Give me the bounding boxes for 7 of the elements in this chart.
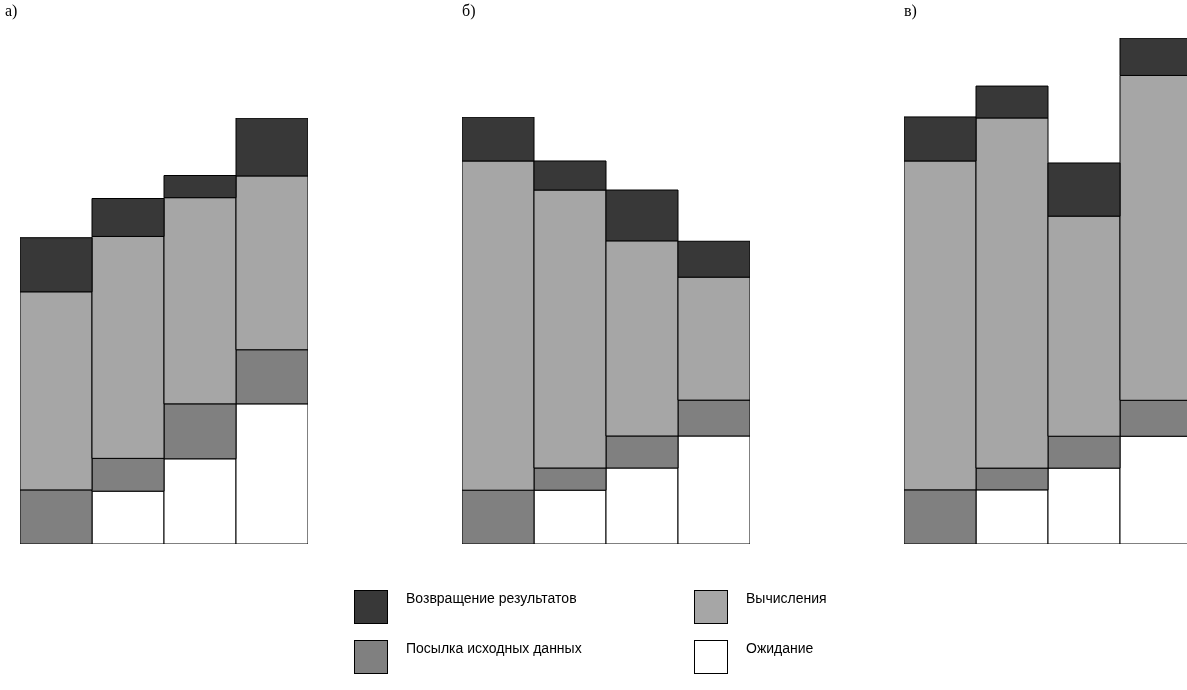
legend-label: Посылка исходных данных xyxy=(406,640,582,656)
legend-label: Ожидание xyxy=(746,640,814,656)
chart-title: а) xyxy=(5,2,18,20)
chart-title: б) xyxy=(462,2,476,20)
legend-label: Вычисления xyxy=(746,590,827,606)
legend-label: Возвращение результатов xyxy=(406,590,577,606)
chart-title: в) xyxy=(904,2,917,20)
